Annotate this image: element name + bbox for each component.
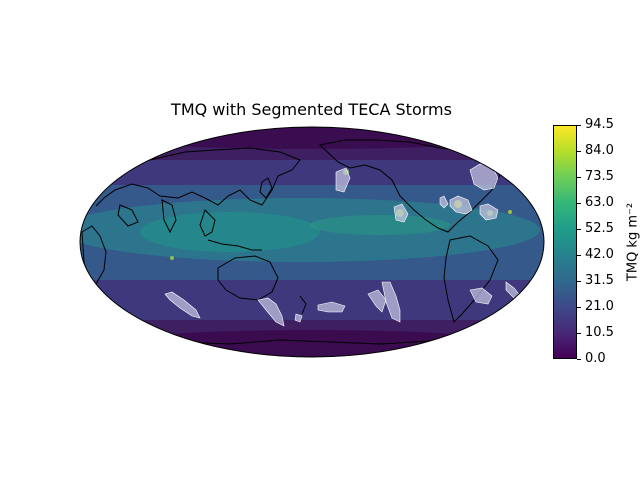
new-zealand-coastline xyxy=(299,295,307,315)
colorbar-tick-label: 94.5 xyxy=(585,117,614,132)
south-polar-dry xyxy=(80,330,544,357)
colorbar-tick-mark xyxy=(577,151,581,152)
tmq-hotspot xyxy=(170,256,174,260)
colorbar xyxy=(553,125,577,359)
colorbar-tick-label: 42.0 xyxy=(585,247,614,262)
colorbar-label: TMQ kg m⁻² xyxy=(625,202,640,282)
north-america-coastline xyxy=(318,139,501,233)
colorbar-tick-label: 52.5 xyxy=(585,221,614,236)
storm-mask xyxy=(317,301,346,313)
colorbar-tick-mark xyxy=(577,229,581,230)
colorbar-tick-label: 0.0 xyxy=(585,351,606,366)
south-america-coastline xyxy=(443,235,499,323)
storm-mask xyxy=(449,195,473,215)
storm-mask xyxy=(381,281,401,323)
globe-outline xyxy=(79,126,545,358)
colorbar-tick-label: 84.0 xyxy=(585,143,614,158)
storm-mask xyxy=(294,313,303,323)
southeast-asia-coastline xyxy=(199,209,216,237)
storm-mask xyxy=(393,203,409,223)
colorbar-tick-label: 73.5 xyxy=(585,169,614,184)
map-title: TMQ with Segmented TECA Storms xyxy=(171,100,452,119)
warm-pool xyxy=(140,212,320,252)
colorbar-tick-mark xyxy=(577,333,581,334)
colorbar-tick-mark xyxy=(577,125,581,126)
colorbar-tick-label: 10.5 xyxy=(585,325,614,340)
storm-mask xyxy=(479,203,499,221)
itcz-pacific xyxy=(310,215,450,235)
australia-coastline xyxy=(217,255,279,301)
greenland-coastline xyxy=(479,137,513,161)
storm-mask xyxy=(164,291,201,319)
storm-mask xyxy=(469,287,493,305)
arabia-coastline xyxy=(117,204,139,227)
storm-mask xyxy=(257,297,285,327)
storm-mask xyxy=(335,167,351,193)
colorbar-tick-label: 31.5 xyxy=(585,273,614,288)
storm-mask xyxy=(367,289,387,313)
maritime-continent-coastline xyxy=(207,239,262,251)
colorbar-tick-mark xyxy=(577,255,581,256)
india-coastline xyxy=(161,199,177,234)
tmq-hotspot xyxy=(508,210,512,214)
japan-coastline xyxy=(259,177,273,199)
north-polar-dry xyxy=(92,127,532,149)
colorbar-tick-mark xyxy=(577,177,581,178)
europe-asia-coastline xyxy=(95,147,301,207)
colorbar-tick-mark xyxy=(577,281,581,282)
colorbar-tick-mark xyxy=(577,359,581,360)
colorbar-tick-mark xyxy=(577,307,581,308)
colorbar-tick-label: 63.0 xyxy=(585,195,614,210)
colorbar-tick-mark xyxy=(577,203,581,204)
colorbar-tick-label: 21.0 xyxy=(585,299,614,314)
storm-mask xyxy=(439,195,449,209)
storm-mask xyxy=(469,163,499,191)
